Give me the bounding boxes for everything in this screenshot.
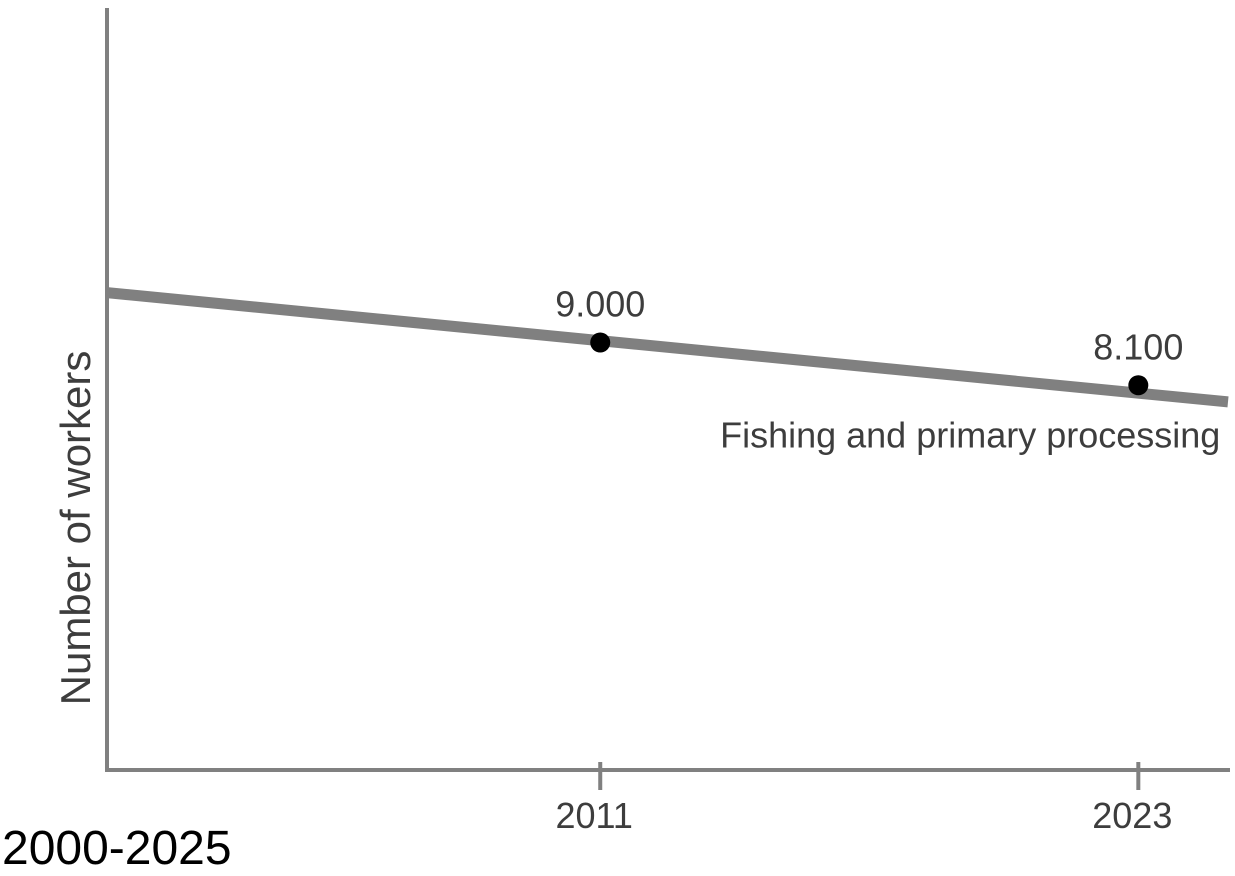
x-ticks: 2011 2023 xyxy=(556,762,1172,836)
data-label: 9.000 xyxy=(555,284,645,325)
series-layer: 9.000 8.100 Fishing and primary processing xyxy=(106,284,1229,455)
data-point xyxy=(590,332,611,353)
data-point xyxy=(1128,375,1149,396)
x-tick-label: 2011 xyxy=(556,795,633,836)
data-label: 8.100 xyxy=(1093,326,1183,367)
y-axis-title: Number of workers xyxy=(52,351,99,706)
axes xyxy=(105,8,1230,772)
series-line xyxy=(106,287,1229,408)
range-caption: 2000-2025 xyxy=(2,822,232,875)
series-label: Fishing and primary processing xyxy=(720,414,1220,455)
x-tick-label: 2023 xyxy=(1092,795,1172,836)
